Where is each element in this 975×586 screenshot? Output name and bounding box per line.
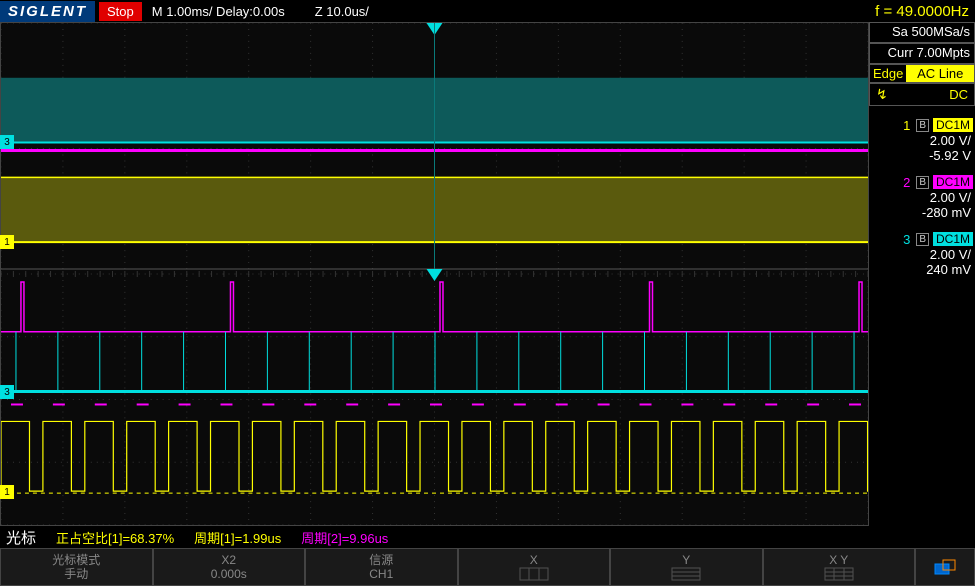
channel-info-2[interactable]: 2B DC1M2.00 V/-280 mV [869, 175, 975, 220]
trigger-type-label: Edge [870, 65, 906, 82]
channel-number: 2 [901, 175, 912, 190]
measurement-duty: 正占空比[1]=68.37% [56, 528, 174, 547]
memory-depth: Curr 7.00Mpts [869, 43, 975, 64]
channel-number: 3 [901, 232, 912, 247]
run-stop-status[interactable]: Stop [99, 2, 142, 21]
timebase-readout: M 1.00ms/ Delay:0.00s [152, 4, 285, 19]
channel-offset: 240 mV [869, 262, 975, 277]
x-cursor-icon [519, 567, 549, 581]
trigger-coupling: DC [949, 87, 968, 102]
channel-coupling: DC1M [933, 175, 973, 189]
right-info-panel: Sa 500MSa/s Curr 7.00Mpts Edge AC Line ↯… [869, 22, 975, 526]
bandwidth-icon: B [916, 119, 929, 132]
channel-info-1[interactable]: 1B DC1M2.00 V/-5.92 V [869, 118, 975, 163]
measurement-bar: 光标 正占空比[1]=68.37% 周期[1]=1.99us 周期[2]=9.9… [0, 526, 975, 548]
brand-logo: SIGLENT [0, 1, 95, 22]
menu-y-cursor[interactable]: Y [610, 548, 763, 586]
bandwidth-icon: B [916, 233, 929, 246]
channel-coupling: DC1M [933, 118, 973, 132]
xy-cursor-icon [824, 567, 854, 581]
zoom-timebase-readout: Z 10.0us/ [315, 4, 369, 19]
trigger-type[interactable]: Edge AC Line [869, 64, 975, 83]
channel-ground-marker-3: 3 [0, 135, 14, 149]
channel-ground-marker-1: 1 [0, 235, 14, 249]
menu-source[interactable]: 信源 CH1 [305, 548, 458, 586]
menu-x-cursor[interactable]: X [458, 548, 611, 586]
measurement-period-ch1: 周期[1]=1.99us [194, 528, 281, 547]
channel-info-3[interactable]: 3B DC1M2.00 V/240 mV [869, 232, 975, 277]
channel-offset: -5.92 V [869, 148, 975, 163]
home-icon [933, 558, 957, 576]
softkey-menu: 光标模式 手动 X2 0.000s 信源 CH1 X Y X Y [0, 548, 975, 586]
menu-cursor-mode[interactable]: 光标模式 手动 [0, 548, 153, 586]
channel-ground-marker-3: 3 [0, 385, 14, 399]
oscilloscope-screen: SIGLENT Stop M 1.00ms/ Delay:0.00s Z 10.… [0, 0, 975, 586]
cursor-mode-label: 光标 [6, 527, 36, 548]
measurement-period-ch2: 周期[2]=9.96us [301, 528, 388, 547]
frequency-readout: f = 49.0000Hz [875, 3, 969, 20]
trigger-settings[interactable]: ↯ DC [869, 83, 975, 106]
menu-xy-cursor[interactable]: X Y [763, 548, 916, 586]
waveform-display[interactable] [0, 22, 869, 526]
top-bar: SIGLENT Stop M 1.00ms/ Delay:0.00s Z 10.… [0, 0, 975, 22]
sample-rate: Sa 500MSa/s [869, 22, 975, 43]
channel-coupling: DC1M [933, 232, 973, 246]
trigger-slope-icon: ↯ [876, 86, 888, 103]
channel-scale: 2.00 V/ [869, 133, 975, 148]
channel-ground-marker-1: 1 [0, 485, 14, 499]
channel-scale: 2.00 V/ [869, 247, 975, 262]
channel-number: 1 [901, 118, 912, 133]
trigger-source: AC Line [906, 65, 974, 82]
menu-x2[interactable]: X2 0.000s [153, 548, 306, 586]
bandwidth-icon: B [916, 176, 929, 189]
y-cursor-icon [671, 567, 701, 581]
waveform-svg [1, 23, 868, 525]
channel-offset: -280 mV [869, 205, 975, 220]
channel-scale: 2.00 V/ [869, 190, 975, 205]
menu-home[interactable] [915, 548, 975, 586]
